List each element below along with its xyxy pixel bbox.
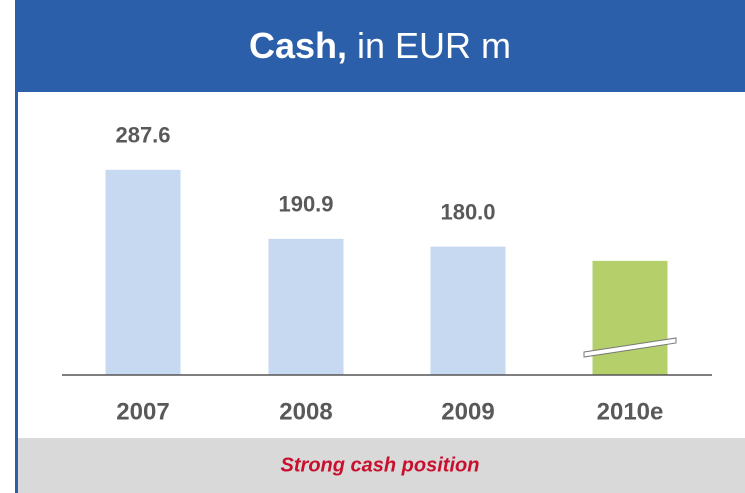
bar	[430, 246, 506, 375]
value-label: 287.6	[115, 123, 170, 148]
x-tick-label: 2010e	[597, 398, 664, 425]
header-band	[15, 0, 745, 92]
title-bold: Cash,	[249, 25, 347, 66]
title-unit: in EUR m	[357, 25, 511, 66]
x-tick-label: 2008	[279, 398, 332, 425]
axis-break	[583, 337, 677, 358]
chart-title: Cash, in EUR m	[249, 25, 511, 66]
value-label: 190.9	[278, 192, 333, 217]
bar	[592, 260, 668, 375]
bar	[268, 238, 344, 375]
footer-band	[18, 438, 745, 493]
bar	[105, 169, 181, 375]
footer-text: Strong cash position	[281, 454, 480, 476]
x-tick-label: 2007	[116, 398, 169, 425]
x-tick-label: 2009	[441, 398, 494, 425]
left-border	[15, 92, 18, 493]
value-label: 180.0	[440, 199, 495, 224]
